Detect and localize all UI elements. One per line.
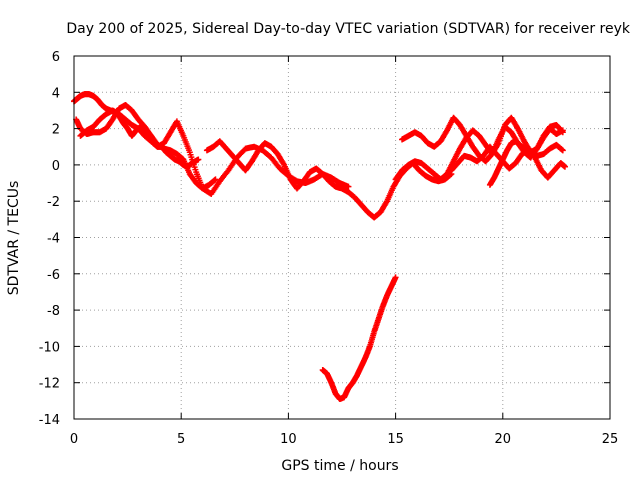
- y-tick-label: -14: [39, 413, 60, 428]
- data-point: [559, 147, 566, 154]
- y-tick-label: -2: [47, 195, 60, 210]
- data-points: [71, 91, 568, 403]
- x-tick-label: 20: [495, 432, 512, 447]
- data-point: [561, 163, 568, 170]
- y-tick-label: -6: [47, 268, 60, 283]
- y-tick-label: -10: [39, 340, 60, 355]
- y-tick-label: -12: [39, 377, 60, 392]
- data-point: [212, 176, 219, 183]
- data-point: [559, 129, 566, 136]
- x-tick-label: 15: [387, 432, 404, 447]
- series-track-e: [319, 274, 399, 403]
- y-tick-label: 0: [52, 159, 60, 174]
- series-track-c: [77, 107, 352, 197]
- data-point: [392, 274, 399, 281]
- y-tick-label: 6: [52, 50, 60, 65]
- axis-ticks: 0 5 10 15 20 25 -14 -12 -10 -8 -6 -4 -2 0 2 4 6: [39, 50, 619, 447]
- y-tick-label: -8: [47, 304, 60, 319]
- y-axis-label: SDTVAR / TECUs: [6, 181, 22, 296]
- x-tick-label: 5: [177, 432, 185, 447]
- grid-lines: [74, 56, 610, 419]
- x-tick-label: 10: [280, 432, 297, 447]
- x-axis-label: GPS time / hours: [281, 458, 398, 474]
- y-tick-label: -4: [47, 232, 60, 247]
- data-point: [559, 128, 566, 135]
- data-point: [195, 156, 202, 163]
- chart-title: Day 200 of 2025, Sidereal Day-to-day VTE…: [66, 21, 631, 37]
- x-tick-label: 25: [602, 432, 619, 447]
- x-tick-label: 0: [70, 432, 78, 447]
- y-tick-label: 2: [52, 123, 60, 138]
- data-point: [345, 183, 352, 190]
- y-tick-label: 4: [52, 86, 60, 101]
- series-track-i: [486, 138, 566, 188]
